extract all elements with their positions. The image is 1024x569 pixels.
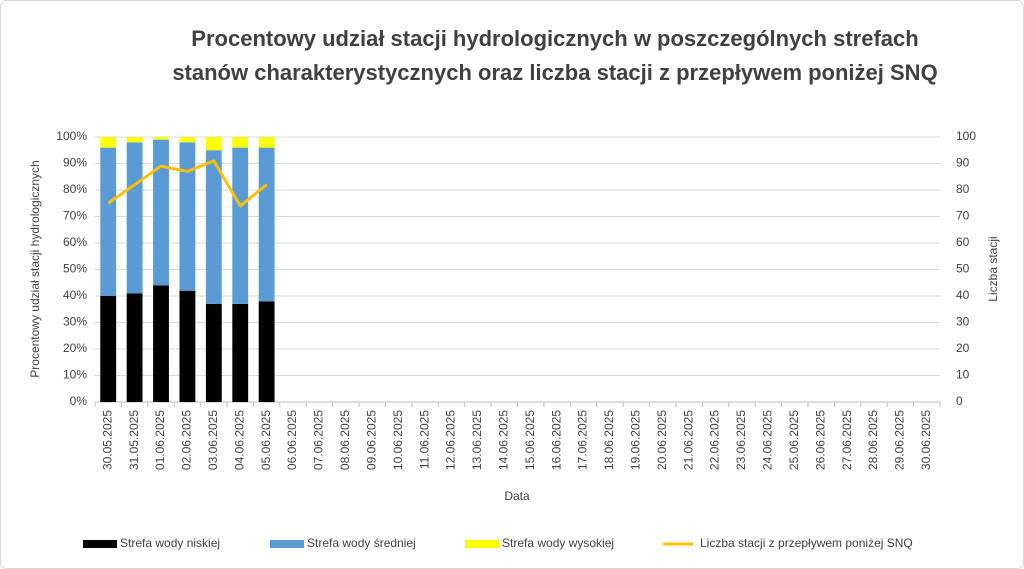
bar-segment bbox=[153, 137, 169, 140]
y2-tick-label: 70 bbox=[956, 209, 970, 223]
y-tick-label: 70% bbox=[63, 209, 87, 223]
y2-axis-label: Liczba stacji bbox=[986, 236, 1000, 301]
y2-tick-label: 60 bbox=[956, 235, 970, 249]
legend-swatch bbox=[270, 540, 304, 548]
legend-swatch bbox=[83, 540, 117, 548]
legend-label: Strefa wody niskiej bbox=[120, 536, 220, 550]
bar-segment bbox=[126, 137, 143, 143]
bar-segment bbox=[205, 137, 222, 151]
legend-swatch bbox=[465, 540, 499, 548]
x-tick-label: 09.06.2025 bbox=[364, 410, 378, 470]
bar-segment bbox=[179, 290, 196, 402]
y2-tick-label: 50 bbox=[956, 262, 970, 276]
y-tick-label: 10% bbox=[63, 368, 87, 382]
y-tick-label: 40% bbox=[63, 288, 87, 302]
x-tick-label: 25.06.2025 bbox=[787, 410, 801, 470]
x-axis-label: Data bbox=[504, 489, 530, 503]
bar-segment bbox=[179, 137, 196, 143]
bar-segment bbox=[232, 303, 249, 402]
x-tick-label: 27.06.2025 bbox=[840, 410, 854, 470]
x-tick-label: 30.05.2025 bbox=[100, 410, 114, 470]
x-tick-label: 22.06.2025 bbox=[708, 410, 722, 470]
x-tick-label: 28.06.2025 bbox=[866, 410, 880, 470]
bar-segment bbox=[258, 301, 275, 402]
bar-segment bbox=[205, 303, 222, 402]
x-tick-label: 15.06.2025 bbox=[523, 410, 537, 470]
bar-segment bbox=[100, 296, 117, 402]
legend-label: Liczba stacji z przepływem poniżej SNQ bbox=[700, 536, 913, 550]
legend-label: Strefa wody wysokiej bbox=[502, 536, 614, 550]
bar-segment bbox=[258, 147, 275, 302]
x-tick-label: 19.06.2025 bbox=[629, 410, 643, 470]
x-tick-label: 07.06.2025 bbox=[312, 410, 326, 470]
x-tick-label: 17.06.2025 bbox=[576, 410, 590, 470]
y2-tick-label: 30 bbox=[956, 315, 970, 329]
y-tick-label: 0% bbox=[70, 394, 88, 408]
bar-segment bbox=[100, 137, 117, 148]
x-tick-label: 11.06.2025 bbox=[417, 410, 431, 469]
bar-segment bbox=[100, 147, 117, 296]
y2-tick-label: 90 bbox=[956, 156, 970, 170]
x-tick-label: 31.05.2025 bbox=[127, 410, 141, 470]
x-tick-label: 21.06.2025 bbox=[681, 410, 695, 470]
bar-segment bbox=[126, 293, 143, 402]
x-tick-label: 04.06.2025 bbox=[232, 410, 246, 470]
y-tick-label: 100% bbox=[56, 129, 87, 143]
x-tick-label: 16.06.2025 bbox=[549, 410, 563, 470]
y-tick-label: 50% bbox=[63, 262, 87, 276]
line-series bbox=[107, 159, 268, 208]
bar-segment bbox=[232, 137, 249, 148]
x-tick-label: 24.06.2025 bbox=[761, 410, 775, 470]
x-tick-label: 08.06.2025 bbox=[338, 410, 352, 470]
x-tick-label: 29.06.2025 bbox=[893, 410, 907, 470]
bar-segment bbox=[232, 147, 249, 304]
x-tick-label: 26.06.2025 bbox=[813, 410, 827, 470]
y2-tick-label: 0 bbox=[956, 394, 963, 408]
x-tick-label: 10.06.2025 bbox=[391, 410, 405, 470]
x-tick-label: 01.06.2025 bbox=[153, 410, 167, 470]
bar-segment bbox=[153, 139, 169, 286]
y-axis-label: Procentowy udział stacji hydrologicznych bbox=[28, 160, 42, 377]
x-tick-label: 14.06.2025 bbox=[496, 410, 510, 470]
chart-title: Procentowy udział stacji hydrologicznych… bbox=[172, 26, 938, 85]
x-tick-label: 23.06.2025 bbox=[734, 410, 748, 470]
x-tick-label: 03.06.2025 bbox=[206, 410, 220, 470]
bar-segment bbox=[205, 150, 222, 304]
x-tick-label: 30.06.2025 bbox=[919, 410, 933, 470]
x-tick-label: 05.06.2025 bbox=[259, 410, 273, 470]
y2-tick-label: 100 bbox=[956, 129, 976, 143]
y-tick-label: 60% bbox=[63, 235, 87, 249]
y2-tick-label: 20 bbox=[956, 341, 970, 355]
y-tick-label: 90% bbox=[63, 156, 87, 170]
y-tick-label: 20% bbox=[63, 341, 87, 355]
bar-segment bbox=[179, 142, 196, 291]
x-tick-label: 13.06.2025 bbox=[470, 410, 484, 470]
x-tick-label: 06.06.2025 bbox=[285, 410, 299, 470]
bar-segment bbox=[126, 142, 143, 294]
x-tick-label: 02.06.2025 bbox=[180, 410, 194, 470]
x-tick-label: 20.06.2025 bbox=[655, 410, 669, 470]
bar-segment bbox=[153, 285, 169, 402]
y2-tick-label: 40 bbox=[956, 288, 970, 302]
legend-label: Strefa wody średniej bbox=[307, 536, 416, 550]
x-tick-label: 12.06.2025 bbox=[444, 410, 458, 470]
y2-tick-label: 10 bbox=[956, 368, 970, 382]
y-tick-label: 30% bbox=[63, 315, 87, 329]
x-tick-label: 18.06.2025 bbox=[602, 410, 616, 470]
y-tick-label: 80% bbox=[63, 182, 87, 196]
y2-tick-label: 80 bbox=[956, 182, 970, 196]
bar-segment bbox=[258, 137, 275, 148]
